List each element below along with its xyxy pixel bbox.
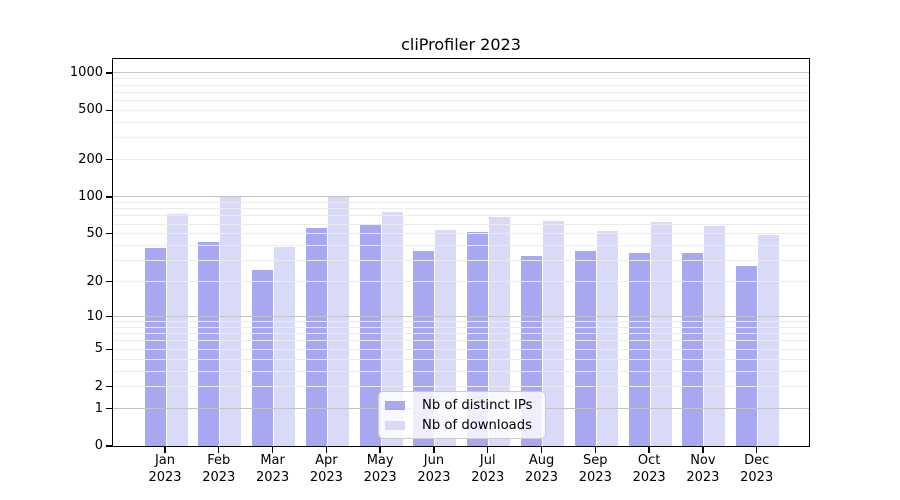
bar-dec-distinct-ips	[736, 266, 758, 446]
legend-label: Nb of downloads	[422, 417, 532, 433]
bar-nov-downloads	[704, 225, 726, 446]
gridline-major	[113, 315, 809, 317]
gridline-minor	[113, 321, 809, 323]
gridline-minor	[113, 370, 809, 372]
gridline-minor	[113, 233, 809, 235]
legend-swatch-icon	[385, 400, 405, 410]
legend-swatch-icon	[385, 420, 405, 430]
grid-layer	[113, 59, 809, 446]
x-tick-label-feb: Feb 2023	[202, 453, 236, 485]
bar-sep-distinct-ips	[574, 251, 596, 446]
chart-title: cliProfiler 2023	[401, 35, 521, 54]
gridline-minor	[113, 245, 809, 247]
bar-mar-distinct-ips	[252, 270, 274, 446]
legend: Nb of distinct IPs Nb of downloads	[378, 391, 546, 439]
x-tick-mark	[271, 446, 274, 453]
x-tick-mark	[540, 446, 543, 453]
x-tick-mark	[594, 446, 596, 453]
x-tick-label-jul: Jul 2023	[471, 453, 505, 485]
y-tick-label: 200	[78, 151, 103, 167]
bar-jul-downloads	[489, 217, 511, 446]
gridline-major	[113, 72, 809, 74]
x-tick-mark	[433, 446, 435, 453]
x-tick-label-mar: Mar 2023	[256, 453, 290, 485]
y-tick-label: 20	[86, 273, 103, 289]
bar-jan-distinct-ips	[144, 248, 166, 446]
gridline-major	[113, 196, 809, 198]
y-tick-mark	[106, 196, 113, 198]
y-tick-mark	[106, 348, 113, 350]
y-tick-label: 1	[94, 400, 103, 416]
bar-dec-downloads	[758, 234, 780, 446]
y-tick-mark	[106, 407, 113, 410]
x-tick-label-apr: Apr 2023	[309, 453, 343, 485]
x-tick-mark	[755, 446, 758, 453]
y-tick-label: 2	[94, 378, 103, 394]
y-tick-label: 1000	[69, 65, 103, 81]
bar-sep-downloads	[596, 230, 618, 446]
y-tick-mark	[106, 385, 113, 388]
y-tick-mark	[106, 315, 113, 318]
x-tick-label-jan: Jan 2023	[148, 453, 182, 485]
y-tick-label: 0	[94, 438, 103, 453]
x-tick-label-sep: Sep 2023	[578, 453, 612, 485]
bar-mar-downloads	[274, 246, 296, 446]
gridline-minor	[113, 281, 809, 283]
y-tick-mark	[106, 445, 113, 447]
gridline-minor	[113, 201, 809, 203]
y-tick-mark	[106, 72, 113, 74]
gridline-minor	[113, 340, 809, 342]
y-tick-label: 10	[86, 308, 103, 324]
gridline-minor	[113, 348, 809, 350]
y-tick-mark	[106, 280, 113, 283]
gridline-minor	[113, 84, 809, 86]
x-tick-label-nov: Nov 2023	[686, 453, 720, 485]
gridline-minor	[113, 100, 809, 102]
gridline-minor	[113, 159, 809, 161]
bar-may-downloads	[381, 211, 403, 446]
x-tick-mark	[325, 446, 328, 453]
x-tick-mark	[218, 446, 220, 453]
gridline-minor	[113, 78, 809, 80]
gridline-minor	[113, 137, 809, 139]
x-tick-mark	[164, 446, 166, 453]
y-tick-label: 50	[86, 225, 103, 241]
gridline-minor	[113, 208, 809, 210]
gridline-minor	[113, 91, 809, 93]
y-tick-label: 100	[78, 188, 103, 204]
x-tick-mark	[702, 446, 704, 453]
x-tick-mark	[487, 446, 489, 453]
x-tick-mark	[379, 446, 381, 453]
bar-jan-downloads	[166, 214, 188, 446]
y-tick-mark	[106, 159, 113, 161]
bar-apr-distinct-ips	[305, 227, 327, 446]
gridline-minor	[113, 358, 809, 360]
y-tick-mark	[106, 109, 113, 112]
bar-may-distinct-ips	[359, 224, 381, 446]
x-tick-label-aug: Aug 2023	[524, 453, 559, 485]
x-tick-label-may: May 2023	[363, 453, 397, 485]
x-tick-label-jun: Jun 2023	[417, 453, 451, 485]
x-tick-label-dec: Dec 2023	[740, 453, 774, 485]
gridline-minor	[113, 333, 809, 335]
x-tick-mark	[648, 446, 650, 453]
gridline-minor	[113, 109, 809, 111]
gridline-minor	[113, 215, 809, 217]
plot-area	[112, 58, 810, 447]
gridline-minor	[113, 223, 809, 225]
y-tick-label: 5	[94, 341, 103, 357]
x-tick-label-oct: Oct 2023	[632, 453, 666, 485]
legend-item: Nb of distinct IPs	[385, 397, 539, 413]
y-tick-mark	[106, 233, 113, 235]
y-tick-label: 500	[78, 102, 103, 118]
bar-feb-distinct-ips	[198, 241, 220, 446]
gridline-minor	[113, 386, 809, 388]
gridline-minor	[113, 326, 809, 328]
legend-item: Nb of downloads	[385, 417, 539, 433]
gridline-minor	[113, 121, 809, 123]
legend-label: Nb of distinct IPs	[422, 397, 533, 413]
gridline-minor	[113, 260, 809, 262]
